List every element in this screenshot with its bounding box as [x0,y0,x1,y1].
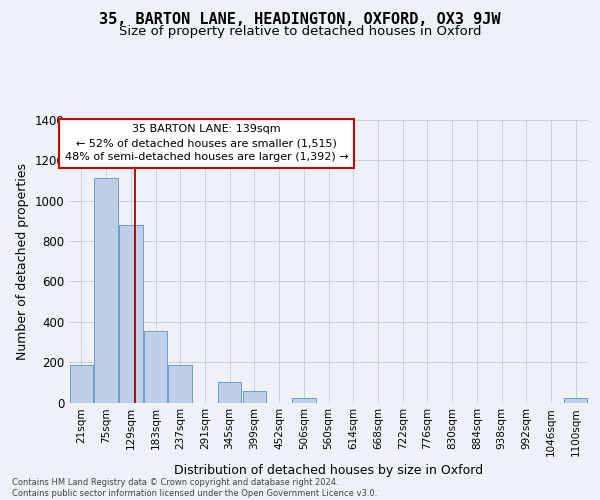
Bar [292,398,316,402]
Bar [169,365,192,403]
Bar [218,382,241,402]
Bar [564,398,587,402]
X-axis label: Distribution of detached houses by size in Oxford: Distribution of detached houses by size … [174,464,483,477]
Y-axis label: Number of detached properties: Number of detached properties [16,163,29,360]
Bar [70,365,93,403]
Bar [144,331,167,402]
Text: 35, BARTON LANE, HEADINGTON, OXFORD, OX3 9JW: 35, BARTON LANE, HEADINGTON, OXFORD, OX3… [99,12,501,28]
Text: 35 BARTON LANE: 139sqm
← 52% of detached houses are smaller (1,515)
48% of semi-: 35 BARTON LANE: 139sqm ← 52% of detached… [65,124,349,162]
Bar [119,225,143,402]
Bar [242,392,266,402]
Bar [94,178,118,402]
Text: Contains HM Land Registry data © Crown copyright and database right 2024.
Contai: Contains HM Land Registry data © Crown c… [12,478,377,498]
Text: Size of property relative to detached houses in Oxford: Size of property relative to detached ho… [119,25,481,38]
